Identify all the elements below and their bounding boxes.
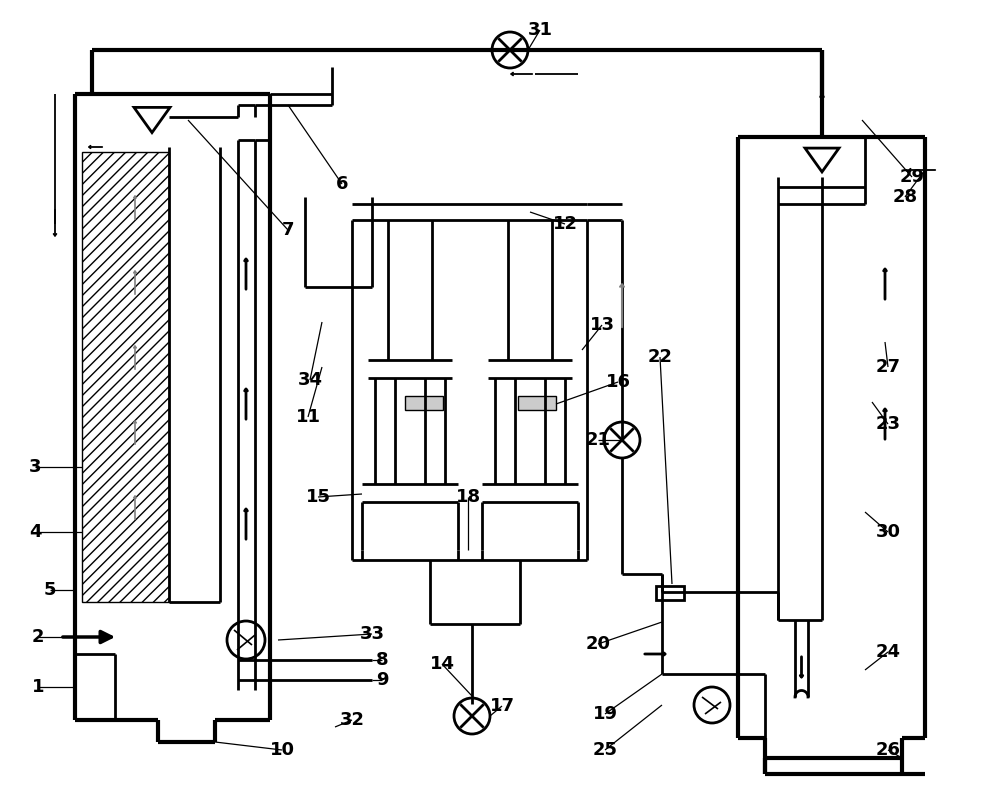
Text: 21: 21 — [586, 431, 610, 449]
Bar — [405, 396, 443, 410]
Circle shape — [492, 32, 528, 68]
Bar — [656, 586, 684, 600]
Text: 23: 23 — [876, 415, 901, 433]
Polygon shape — [134, 107, 170, 132]
Text: 6: 6 — [336, 175, 348, 193]
Bar — [82, 152, 169, 602]
Polygon shape — [805, 148, 839, 172]
Circle shape — [227, 621, 265, 659]
Text: 30: 30 — [876, 523, 901, 541]
Text: 20: 20 — [586, 635, 610, 653]
Circle shape — [604, 422, 640, 458]
Text: 16: 16 — [606, 373, 631, 391]
Text: 14: 14 — [430, 655, 454, 673]
Text: 34: 34 — [298, 371, 322, 389]
Text: 26: 26 — [876, 741, 901, 759]
Text: 24: 24 — [876, 643, 901, 661]
Text: 1: 1 — [32, 678, 44, 696]
Text: 9: 9 — [376, 671, 388, 689]
Circle shape — [454, 698, 490, 734]
Text: 11: 11 — [296, 408, 320, 426]
Text: 4: 4 — [29, 523, 41, 541]
Text: 32: 32 — [340, 711, 364, 729]
Text: 8: 8 — [376, 651, 388, 669]
Text: 25: 25 — [592, 741, 618, 759]
Text: 27: 27 — [876, 358, 901, 376]
Text: 15: 15 — [306, 488, 330, 506]
Text: 28: 28 — [892, 188, 918, 206]
Text: 3: 3 — [29, 458, 41, 476]
Text: 13: 13 — [590, 316, 614, 334]
Text: 33: 33 — [360, 625, 384, 643]
Text: 5: 5 — [44, 581, 56, 599]
Text: 19: 19 — [592, 705, 618, 723]
Text: 7: 7 — [282, 221, 294, 239]
Text: 17: 17 — [489, 697, 514, 715]
Text: 10: 10 — [270, 741, 294, 759]
Text: 22: 22 — [648, 348, 672, 366]
Text: 29: 29 — [899, 168, 924, 186]
Text: 2: 2 — [32, 628, 44, 646]
Circle shape — [694, 687, 730, 723]
Text: 18: 18 — [455, 488, 481, 506]
Text: 12: 12 — [552, 215, 578, 233]
Bar — [518, 396, 556, 410]
Text: 31: 31 — [528, 21, 552, 39]
